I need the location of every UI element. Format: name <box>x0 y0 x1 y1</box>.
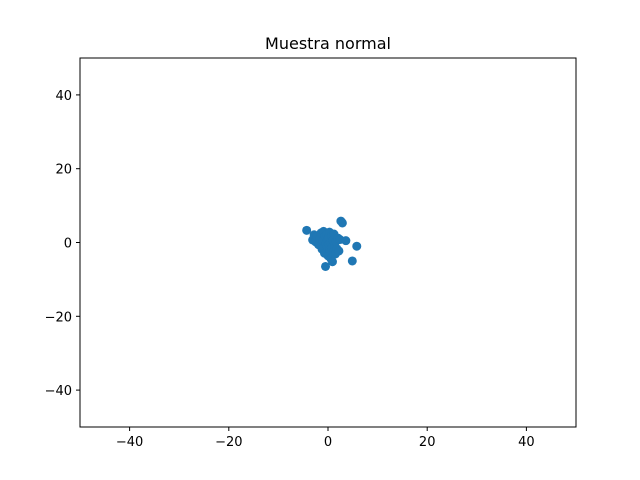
x-tick-label: 0 <box>324 435 332 450</box>
data-points <box>302 216 362 271</box>
x-tick-label: 40 <box>518 435 535 450</box>
y-tick-label: −40 <box>45 384 72 399</box>
data-point <box>302 225 312 235</box>
data-point <box>334 246 344 256</box>
data-point <box>321 261 331 271</box>
y-axis: 40 20 0 −20 −40 <box>45 89 80 399</box>
y-tick-label: 40 <box>55 89 72 104</box>
y-tick-label: 0 <box>64 237 72 252</box>
data-point <box>327 257 337 267</box>
data-point <box>337 218 347 228</box>
x-axis: −40 −20 0 20 40 <box>116 427 535 450</box>
x-tick-label: 20 <box>419 435 436 450</box>
y-tick-label: −20 <box>45 310 72 325</box>
data-point <box>341 236 351 246</box>
data-point <box>352 241 362 251</box>
x-tick-label: −20 <box>215 435 242 450</box>
chart-title: Muestra normal <box>265 34 391 53</box>
x-tick-label: −40 <box>116 435 143 450</box>
data-point <box>347 256 357 266</box>
y-tick-label: 20 <box>55 163 72 178</box>
